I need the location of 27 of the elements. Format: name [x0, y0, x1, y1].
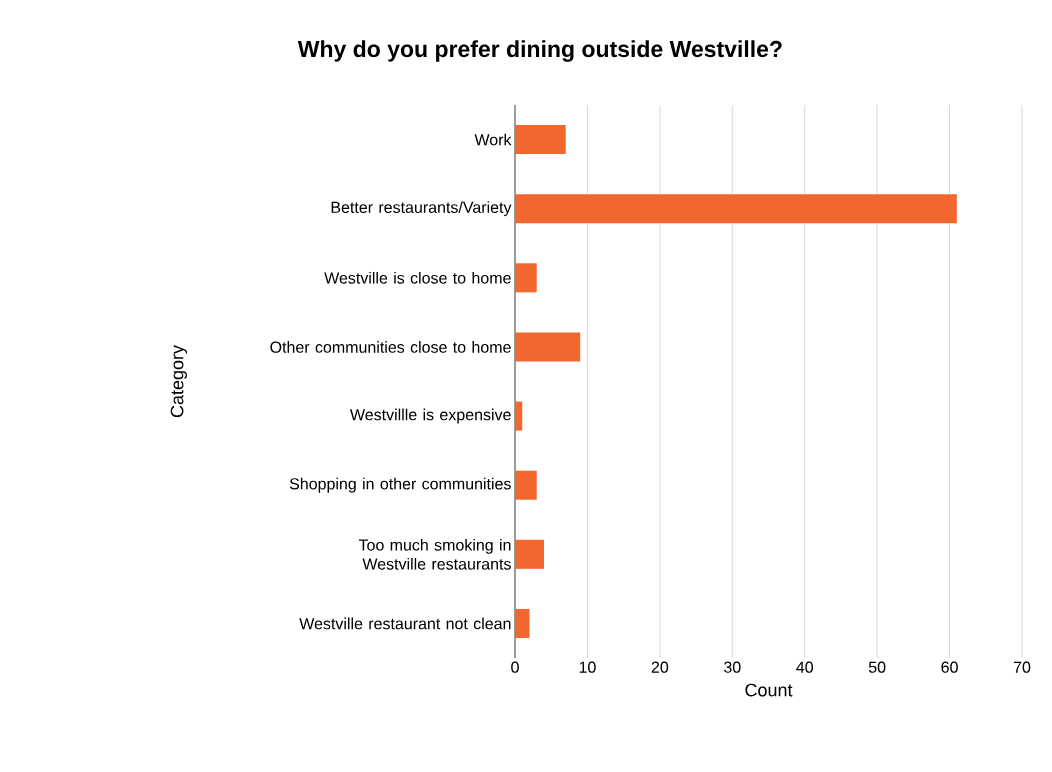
bar: [515, 539, 544, 569]
x-tick-label: 40: [796, 661, 813, 673]
y-tick-label: Too much smoking in Westville restaurants: [358, 538, 511, 570]
bar: [515, 125, 566, 155]
y-tick-label: Other communities close to home: [270, 341, 511, 353]
bar: [515, 263, 537, 293]
x-tick-label: 30: [724, 661, 741, 673]
x-tick-label: 0: [511, 661, 519, 673]
x-tick-label: 50: [868, 661, 886, 673]
y-tick-label: Better restaurants/Variety: [331, 201, 512, 217]
x-axis-title: Count: [745, 683, 793, 697]
bar: [515, 194, 957, 224]
x-tick-label: 10: [579, 661, 596, 673]
bar: [515, 401, 523, 431]
y-tick-label: Westvillle is expensive: [350, 408, 511, 424]
y-tick-label: Westville restaurant not clean: [299, 617, 511, 630]
y-tick-label: Shopping in other communities: [289, 477, 511, 493]
bar: [515, 332, 581, 362]
x-tick-label: 60: [941, 661, 958, 673]
bar: [515, 470, 537, 500]
x-tick-label: 20: [651, 661, 669, 673]
y-tick-label: Westville is close to home: [324, 271, 511, 284]
chart-title: Why do you prefer dining outside Westville?: [297, 40, 782, 62]
bar: [515, 608, 530, 638]
y-axis-title: Category: [170, 345, 187, 418]
y-tick-label: Work: [474, 133, 512, 146]
x-tick-label: 70: [1013, 661, 1031, 673]
